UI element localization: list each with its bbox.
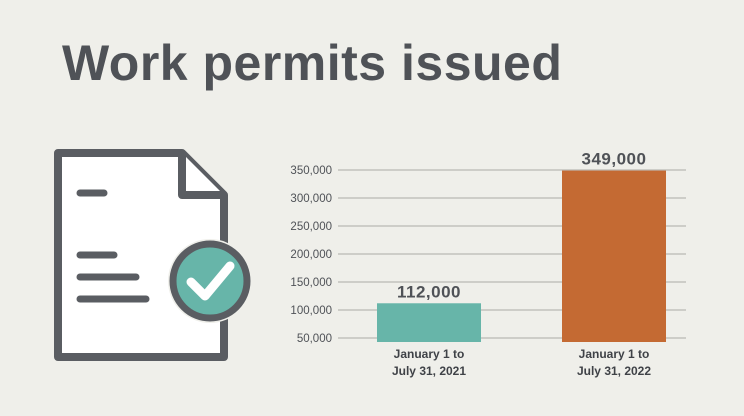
y-tick-label: 350,000: [290, 165, 332, 177]
checkmark-badge-icon: [168, 239, 252, 323]
data-label: 112,000: [397, 282, 461, 301]
y-tick-label: 250,000: [290, 221, 332, 233]
data-label: 349,000: [582, 150, 647, 169]
y-tick-label: 200,000: [290, 249, 332, 261]
x-tick-label: July 31, 2021: [392, 364, 466, 378]
bar: [562, 170, 666, 342]
document-icon: [54, 149, 252, 361]
y-tick-label: 150,000: [290, 277, 332, 289]
chart-title: Work permits issued: [62, 35, 563, 91]
x-tick-label: January 1 to: [394, 347, 465, 361]
y-tick-label: 50,000: [297, 333, 332, 345]
y-tick-label: 300,000: [290, 193, 332, 205]
x-tick-label: July 31, 2022: [577, 364, 651, 378]
bar: [377, 303, 481, 342]
x-tick-label: January 1 to: [579, 347, 650, 361]
y-tick-label: 100,000: [290, 305, 332, 317]
